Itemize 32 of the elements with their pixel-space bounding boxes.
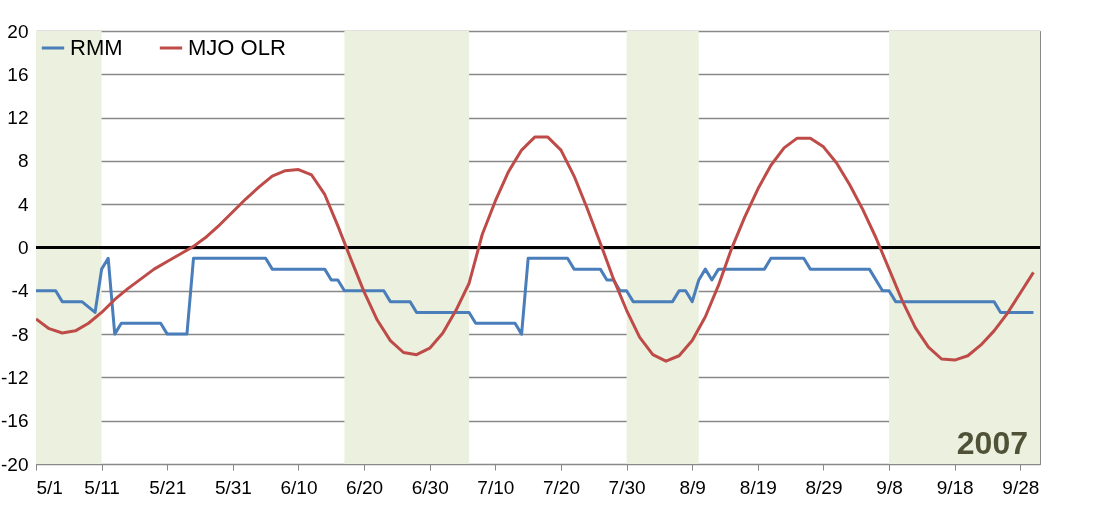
y-tick-label: -16 — [1, 410, 29, 432]
y-tick-label: 12 — [7, 107, 29, 129]
y-tick-label: 8 — [17, 150, 29, 172]
y-tick-label: 0 — [17, 237, 29, 258]
x-tick-label: 8/29 — [805, 476, 843, 498]
x-tick-label: 8/19 — [739, 476, 777, 498]
y-tick-label: 16 — [7, 63, 29, 85]
y-tick-label: -12 — [1, 366, 29, 388]
x-tick-label: 9/28 — [1002, 476, 1040, 498]
x-tick-label: 8/9 — [679, 476, 706, 498]
y-tick-label: -4 — [11, 280, 29, 302]
x-tick-label: 6/20 — [346, 476, 384, 498]
y-tick-label: 4 — [17, 193, 29, 215]
x-tick-label: 5/21 — [149, 476, 187, 498]
line-series — [36, 135, 1035, 363]
x-tick-label: 6/30 — [411, 476, 449, 498]
x-tick-label: 5/31 — [214, 476, 252, 498]
x-tick-label: 7/30 — [608, 476, 646, 498]
legend-label: RMM — [70, 35, 123, 60]
x-tick-label: 7/20 — [542, 476, 580, 498]
legend-label: MJO OLR — [188, 35, 286, 60]
y-tick-label: 20 — [7, 20, 29, 42]
x-tick-label: 5/1 — [36, 476, 63, 498]
x-tick-label: 7/10 — [477, 476, 515, 498]
line-series — [36, 256, 1035, 336]
x-tick-label: 9/8 — [876, 476, 903, 498]
x-tick-label: 5/11 — [84, 476, 120, 498]
x-tick-label: 9/18 — [936, 476, 974, 498]
y-tick-label: -20 — [1, 453, 29, 475]
annotation: 2007 — [956, 425, 1028, 461]
x-tick-label: 6/10 — [280, 476, 318, 498]
y-tick-label: -8 — [11, 323, 29, 345]
